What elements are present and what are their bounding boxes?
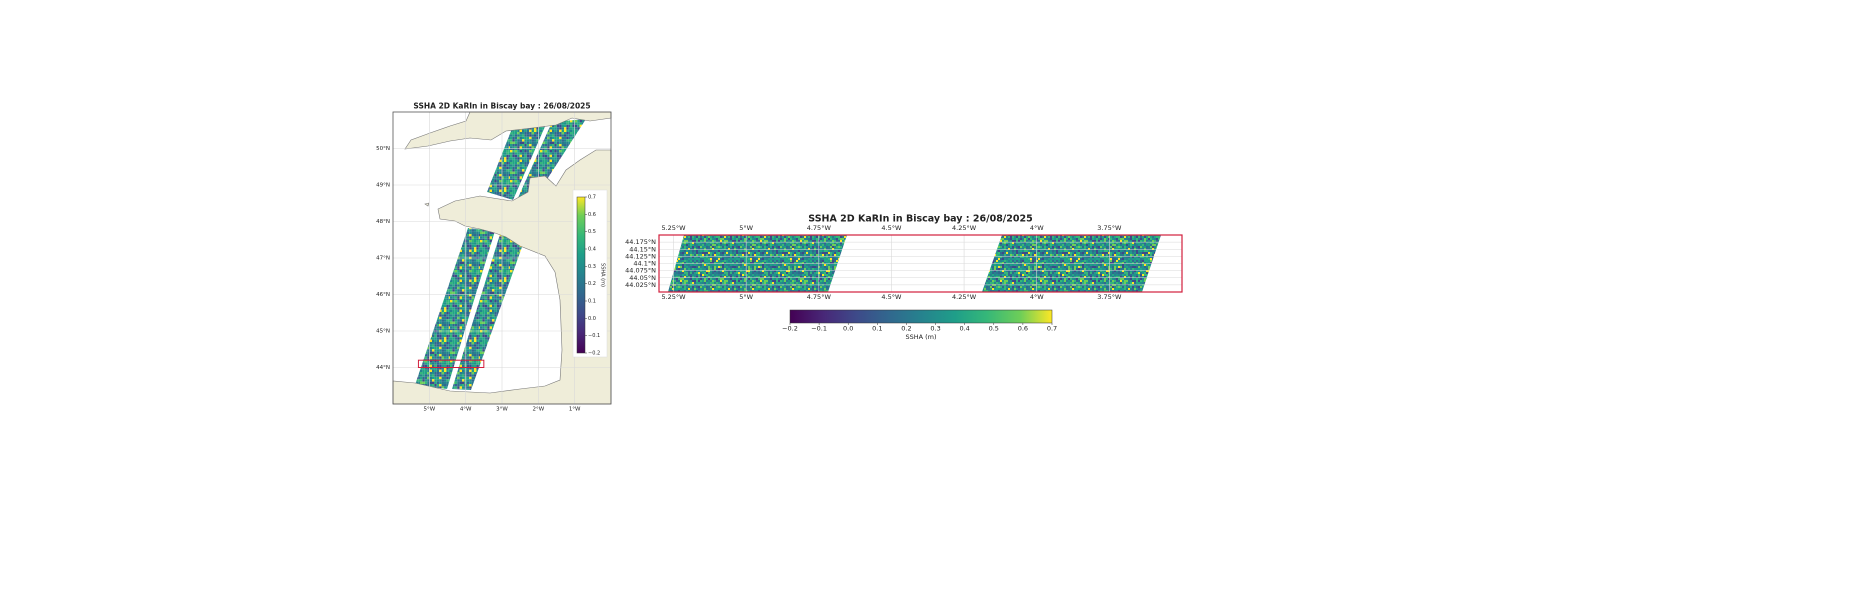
colorbar-tick-label: 0.7 (588, 195, 596, 201)
colorbar-tick-label: −0.2 (588, 351, 600, 357)
x-tick-label: 1°W (569, 407, 581, 413)
x-tick-label: 5°W (739, 293, 753, 301)
y-tick-label: 44.175°N (625, 238, 656, 246)
y-tick-label: 45°N (376, 329, 390, 335)
colorbar-tick-label: 0.3 (930, 325, 940, 333)
land (392, 149, 612, 405)
island (424, 202, 430, 207)
x-tick-label: 5.25°W (661, 224, 686, 232)
x-tick-label: 5°W (739, 224, 753, 232)
map-frame (658, 234, 1183, 293)
y-tick-label: 50°N (376, 146, 390, 152)
colorbar-tick-label: 0.7 (1047, 325, 1057, 333)
y-tick-label: 49°N (376, 183, 390, 189)
x-tick-label: 4°W (1030, 293, 1044, 301)
colorbar (789, 309, 1053, 324)
colorbar-tick-label: −0.1 (588, 333, 600, 339)
colorbar-tick-label: 0.5 (989, 325, 999, 333)
x-tick-label: 4.75°W (807, 224, 832, 232)
colorbar (576, 196, 586, 354)
map-frame (392, 111, 612, 405)
y-tick-label: 44.05°N (629, 274, 656, 282)
x-tick-label: 2°W (532, 407, 544, 413)
colorbar-tick-label: 0.2 (901, 325, 911, 333)
swath (452, 231, 527, 390)
colorbar-tick-label: 0.6 (588, 212, 596, 218)
swath (415, 228, 495, 389)
colorbar-tick-label: 0.3 (588, 264, 596, 270)
colorbar-label: SSHA (m) (905, 333, 936, 341)
x-tick-label: 4.5°W (881, 293, 902, 301)
colorbar-tick-label: 0.6 (1018, 325, 1028, 333)
y-tick-label: 44°N (376, 365, 390, 371)
x-tick-label: 3.75°W (1097, 293, 1122, 301)
y-tick-label: 44.125°N (625, 252, 656, 260)
map-title: SSHA 2D KaRIn in Biscay bay : 26/08/2025 (413, 102, 590, 111)
y-tick-label: 44.15°N (629, 245, 656, 253)
y-tick-label: 44.1°N (633, 260, 656, 268)
colorbar-tick-label: 0.4 (959, 325, 969, 333)
y-tick-label: 44.025°N (625, 281, 656, 289)
x-tick-label: 5°W (423, 407, 435, 413)
x-tick-label: 4.25°W (952, 224, 977, 232)
colorbar-label: SSHA (m) (600, 263, 606, 287)
zoom-region (417, 359, 485, 369)
x-tick-label: 3°W (496, 407, 508, 413)
y-tick-label: 44.075°N (625, 267, 656, 275)
x-tick-label: 3.75°W (1097, 224, 1122, 232)
x-tick-label: 4°W (460, 407, 472, 413)
x-tick-label: 4.75°W (807, 293, 832, 301)
colorbar-tick-label: −0.1 (811, 325, 827, 333)
colorbar-tick-label: 0.1 (872, 325, 882, 333)
land (404, 111, 612, 150)
x-tick-label: 4°W (1030, 224, 1044, 232)
y-tick-label: 47°N (376, 256, 390, 262)
colorbar-tick-label: 0.1 (588, 299, 596, 305)
x-tick-label: 4.5°W (881, 224, 902, 232)
colorbar-tick-label: 0.0 (588, 316, 596, 322)
colorbar-tick-label: 0.5 (588, 229, 596, 235)
y-tick-label: 48°N (376, 219, 390, 225)
colorbar-tick-label: 0.0 (843, 325, 853, 333)
colorbar-tick-label: 0.2 (588, 281, 596, 287)
map-title: SSHA 2D KaRIn in Biscay bay : 26/08/2025 (808, 214, 1032, 225)
colorbar-tick-label: −0.2 (782, 325, 798, 333)
colorbar-tick-label: 0.4 (588, 247, 596, 253)
x-tick-label: 5.25°W (661, 293, 686, 301)
x-tick-label: 4.25°W (952, 293, 977, 301)
y-tick-label: 46°N (376, 292, 390, 298)
